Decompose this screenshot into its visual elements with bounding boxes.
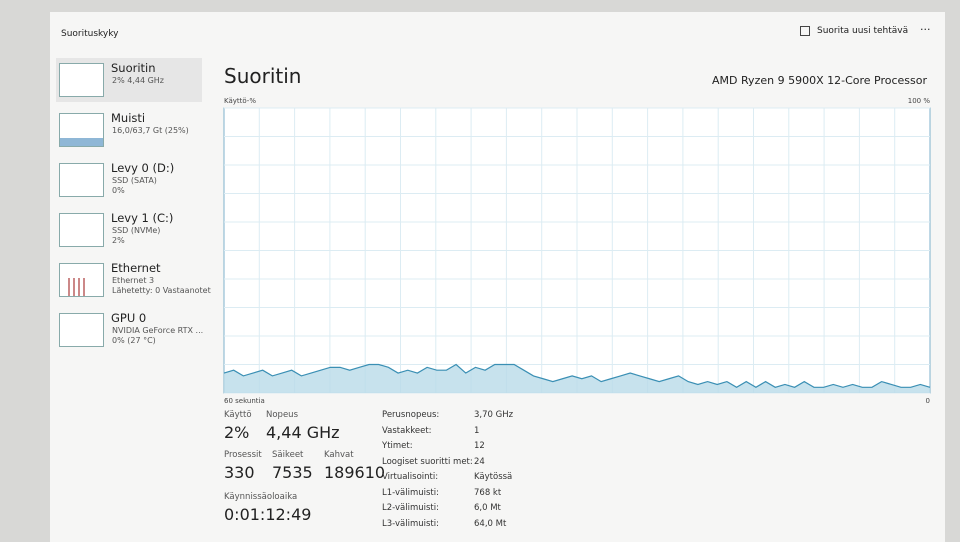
item-detail: 2% 4,44 GHz (112, 76, 165, 85)
item-detail: SSD (SATA) (112, 176, 157, 185)
item-name: Levy 1 (C:) (111, 211, 174, 225)
thumbnail (59, 213, 104, 247)
item-detail: Ethernet 3 (112, 276, 155, 285)
item-detail: 2% (112, 236, 125, 245)
stat-label: Prosessit (224, 450, 262, 460)
usage-line (223, 363, 931, 388)
sidebar-item[interactable]: GPU 0 NVIDIA GeForce RTX ... 0% (27 °C) (56, 308, 204, 352)
thumbnail (59, 263, 104, 297)
detail-label: Loogiset suoritti met: (382, 456, 473, 467)
sidebar-item[interactable]: Muisti 16,0/63,7 Gt (25%) (56, 108, 202, 152)
detail-value: 6,0 Mt (474, 503, 501, 513)
details: Perusnopeus: 3,70 GHz Vastakkeet: 1 Ytimet: 1… (382, 410, 582, 535)
stat-label: Säikeet (272, 450, 304, 460)
thumb-fill (68, 278, 88, 296)
thumbnail (59, 313, 104, 347)
stat-value: 189610 (324, 463, 386, 482)
detail-label: Virtualisointi: (382, 472, 439, 482)
item-detail: 0% (112, 186, 125, 195)
main-title: Suoritin (224, 64, 302, 88)
stats: Käyttö 2% Nopeus 4,44 GHz Prosessit 330 Säikee… (224, 410, 386, 530)
axis-label: 60 sekuntia (224, 397, 265, 405)
more-button[interactable]: ··· (920, 23, 931, 36)
thumbnail (59, 113, 104, 147)
detail-label: Ytimet: (382, 441, 413, 451)
detail-value: 3,70 GHz (474, 410, 514, 420)
detail-label: L2-välimuisti: (382, 503, 439, 513)
thumb-fill (60, 138, 103, 146)
y-tick-label: 0 (926, 397, 930, 405)
item-name: Ethernet (111, 261, 161, 275)
usage-area (224, 364, 930, 393)
sidebar-item[interactable]: Ethernet Ethernet 3 Lähetetty: 0 Vastaanot… (56, 258, 211, 302)
stat-value: 4,44 GHz (266, 423, 340, 442)
item-detail: 16,0/63,7 Gt (25%) (112, 126, 189, 135)
item-name: Muisti (111, 111, 146, 125)
detail-value: 768 kt (474, 487, 502, 498)
detail-value: 1 (474, 425, 480, 436)
sidebar-item[interactable]: Levy 1 (C:) SSD (NVMe) 2% (56, 208, 202, 252)
stat-label: Käynnissäoloaika (224, 492, 298, 502)
run-task-button[interactable]: Suorita uusi tehtävä (817, 26, 909, 36)
axis-label: Käyttö-% (224, 97, 256, 105)
sidebar-item[interactable]: Levy 0 (D:) SSD (SATA) 0% (56, 158, 202, 202)
cpu-graph: Käyttö-% 60 sekuntia 0 100 % (223, 97, 931, 405)
detail-label: L1-välimuisti: (382, 487, 439, 498)
stat-value: 2% (224, 423, 250, 442)
detail-value: 12 (474, 441, 485, 451)
run-icon (800, 26, 810, 36)
detail-label: Perusnopeus: (382, 410, 440, 420)
detail-value: 64,0 Mt (474, 518, 507, 529)
sidebar-item[interactable]: Suoritin 2% 4,44 GHz (56, 58, 202, 102)
detail-label: L3-välimuisti: (382, 518, 439, 529)
thumbnail (59, 163, 104, 197)
item-name: Levy 0 (D:) (111, 161, 175, 175)
thumbnail (59, 63, 104, 97)
detail-label: Vastakkeet: (382, 425, 432, 436)
y-tick-label: 100 % (908, 97, 931, 105)
item-detail: SSD (NVMe) (112, 226, 161, 235)
item-detail: Lähetetty: 0 Vastaanotet (112, 286, 211, 295)
detail-value: Käytössä (474, 472, 513, 482)
stat-label: Käyttö (224, 410, 252, 420)
window: Suorituskyky Suorita uusi tehtävä ··· Su… (50, 12, 945, 542)
processor-name: AMD Ryzen 9 5900X 12-Core Processor (712, 74, 927, 87)
sidebar: Suoritin 2% 4,44 GHz Muisti 16,0/63,7 Gt (2… (50, 58, 211, 358)
item-detail: 0% (27 °C) (112, 336, 156, 345)
stat-label: Kahvat (324, 450, 354, 460)
stat-label: Nopeus (266, 410, 298, 420)
stat-value: 0:01:12:49 (224, 505, 312, 524)
item-name: Suoritin (111, 61, 156, 75)
item-name: GPU 0 (111, 311, 147, 325)
detail-value: 24 (474, 456, 485, 467)
item-detail: NVIDIA GeForce RTX ... (112, 326, 204, 335)
stat-value: 330 (224, 463, 255, 482)
stat-value: 7535 (272, 463, 313, 482)
page-title: Suorituskyky (61, 29, 119, 39)
